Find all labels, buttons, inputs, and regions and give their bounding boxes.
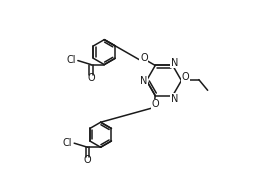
Text: O: O xyxy=(88,73,95,83)
Text: O: O xyxy=(182,72,189,82)
Text: N: N xyxy=(171,58,178,68)
Text: Cl: Cl xyxy=(67,55,76,65)
Text: O: O xyxy=(84,155,92,165)
Text: O: O xyxy=(152,100,160,110)
Text: N: N xyxy=(171,94,178,104)
Text: Cl: Cl xyxy=(63,138,72,148)
Text: N: N xyxy=(140,75,147,86)
Text: O: O xyxy=(140,53,148,63)
